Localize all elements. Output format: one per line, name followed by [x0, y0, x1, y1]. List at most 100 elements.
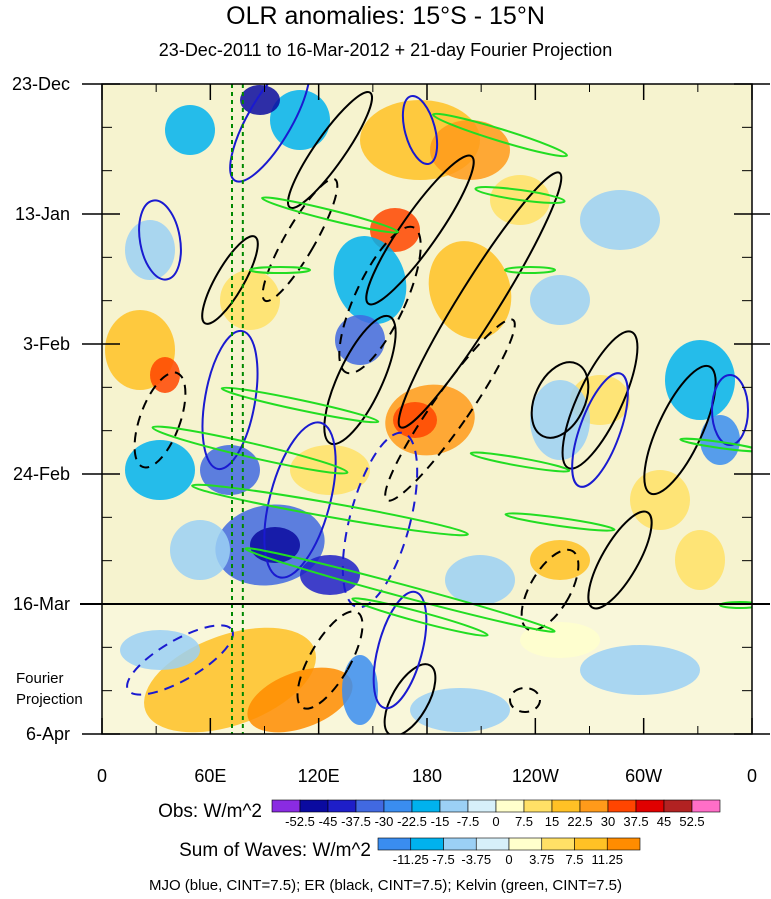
- obs-colorbar-swatch-14: [663, 799, 693, 813]
- x-tick-label: 60E: [194, 766, 227, 786]
- field-anomaly-13: [675, 530, 725, 590]
- field-anomaly-10: [220, 270, 280, 330]
- field-anomaly-36: [410, 688, 510, 732]
- field-anomaly-17: [165, 105, 215, 155]
- er-contour-14: [383, 663, 437, 734]
- field-anomaly-26: [580, 190, 660, 250]
- er-contour-1: [365, 154, 475, 306]
- obs-colorbar-swatch-13: [635, 799, 665, 813]
- obs-colorbar-level-label: -52.5: [285, 814, 315, 829]
- y-tick-label: 16-Mar: [12, 594, 70, 614]
- obs-colorbar-swatch-4: [383, 799, 413, 813]
- obs-colorbar-level-label: 0: [492, 814, 500, 829]
- field-anomaly-23: [250, 527, 300, 563]
- x-tick-label: 180: [411, 766, 443, 786]
- obs-colorbar-swatch-0: [271, 799, 301, 813]
- obs-colorbar-swatch-5: [411, 799, 441, 813]
- kelvin-contour-6: [151, 425, 349, 475]
- waves-colorbar-level-label: 7.5: [565, 852, 584, 867]
- obs-colorbar-level-label: -30: [374, 814, 394, 829]
- obs-colorbar-swatch-11: [579, 799, 609, 813]
- waves-colorbar-swatch-4: [508, 837, 543, 851]
- obs-colorbar-swatch-12: [607, 799, 637, 813]
- mjo-contour-25: [571, 372, 629, 488]
- er-contour-5: [384, 318, 516, 502]
- er-contour-8: [561, 330, 639, 470]
- obs-colorbar-level-label: -45: [318, 814, 338, 829]
- waves-colorbar-level-label: -3.75: [461, 852, 492, 867]
- field-anomaly-39: [520, 622, 600, 658]
- er-contour-6: [323, 314, 397, 446]
- obs-colorbar-level-label: -15: [430, 814, 450, 829]
- y-tick-label: 3-Feb: [22, 334, 70, 354]
- kelvin-contour-2: [474, 186, 566, 204]
- contour-legend-footnote: MJO (blue, CINT=7.5); ER (black, CINT=7.…: [148, 877, 623, 894]
- x-tick-label: 60W: [625, 766, 663, 786]
- obs-colorbar-level-label: -37.5: [341, 814, 371, 829]
- fourier-projection-label: Fourier Projection: [16, 668, 96, 710]
- mjo-contour-20: [201, 329, 259, 471]
- er-contour-0: [287, 91, 373, 209]
- y-tick-label: 23-Dec: [11, 74, 70, 94]
- chart-title: OLR anomalies: 15°S - 15°N: [226, 2, 545, 30]
- field-anomaly-15: [270, 90, 330, 150]
- obs-colorbar-swatch-6: [439, 799, 469, 813]
- olr-field: [105, 85, 740, 733]
- plot-area: [102, 84, 752, 734]
- kelvin-contour-3: [249, 266, 311, 274]
- x-tick-label: 120W: [511, 766, 559, 786]
- obs-colorbar-swatch-15: [691, 799, 721, 813]
- field-anomaly-16: [240, 85, 280, 115]
- mjo-contour-19: [138, 199, 182, 281]
- x-tick-label: 0: [96, 766, 107, 786]
- obs-colorbar-swatch-10: [551, 799, 581, 813]
- obs-colorbar-level-label: 45: [656, 814, 672, 829]
- y-tick-label: 24-Feb: [12, 464, 70, 484]
- obs-colorbar-level-label: -22.5: [397, 814, 427, 829]
- er-contour-16: [530, 361, 590, 439]
- obs-colorbar-swatch-2: [327, 799, 357, 813]
- obs-colorbar-level-label: 7.5: [514, 814, 534, 829]
- obs-colorbar-level-label: 15: [544, 814, 560, 829]
- obs-colorbar-level-label: -7.5: [456, 814, 480, 829]
- er-contour-10: [520, 548, 580, 632]
- field-anomaly-30: [445, 555, 515, 605]
- er-contour-4: [261, 177, 339, 303]
- field-anomaly-19: [335, 315, 385, 365]
- mjo-contour-23: [372, 590, 428, 710]
- obs-colorbar-level-label: 30: [600, 814, 616, 829]
- wave-contours: [126, 84, 752, 734]
- waves-colorbar-swatch-3: [475, 837, 510, 851]
- obs-colorbar-swatch-7: [467, 799, 497, 813]
- field-anomaly-25: [530, 380, 590, 460]
- kelvin-contour-10: [504, 512, 616, 532]
- waves-colorbar-level-label: 11.25: [591, 852, 624, 867]
- kelvin-contour-9: [191, 483, 469, 537]
- field-anomaly-3: [428, 241, 512, 339]
- obs-colorbar-swatch-3: [355, 799, 385, 813]
- kelvin-contour-0: [432, 112, 568, 158]
- waves-colorbar-swatch-6: [574, 837, 608, 851]
- er-contour-12: [296, 610, 364, 710]
- waves-colorbar-swatch-2: [443, 837, 477, 851]
- kelvin-contour-8: [679, 437, 752, 453]
- kelvin-contour-7: [469, 451, 571, 473]
- x-tick-label: 0: [746, 766, 757, 786]
- field-anomaly-12: [630, 470, 690, 530]
- obs-colorbar-swatch-9: [523, 799, 553, 813]
- kelvin-contour-11: [244, 547, 556, 633]
- field-anomaly-1: [430, 120, 510, 180]
- er-contour-13: [509, 687, 541, 713]
- y-tick-label: 6-Apr: [25, 724, 70, 744]
- obs-colorbar-title: Obs: W/m^2: [158, 801, 262, 822]
- kelvin-contour-12: [351, 597, 489, 637]
- mjo-contour-18: [401, 94, 439, 166]
- kelvin-contour-5: [220, 386, 380, 424]
- er-contour-11: [587, 510, 653, 610]
- er-contour-2: [397, 171, 563, 429]
- field-anomaly-37: [580, 645, 700, 695]
- mjo-contour-26: [711, 374, 749, 446]
- axes: [80, 83, 770, 851]
- kelvin-contour-1: [261, 196, 399, 234]
- er-contour-15: [133, 371, 187, 469]
